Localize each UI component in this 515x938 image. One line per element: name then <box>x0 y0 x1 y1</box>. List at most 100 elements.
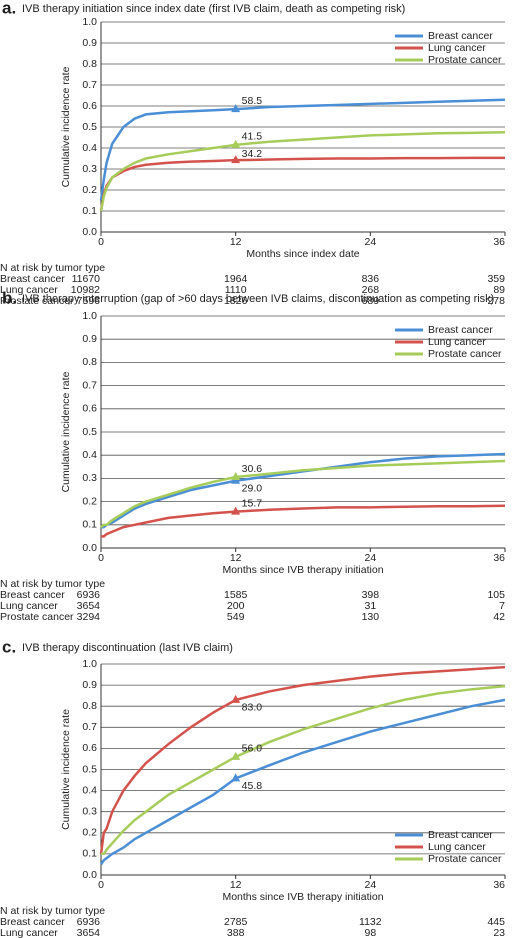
risk-count: 359 <box>487 273 505 285</box>
y-tick-label: 0.1 <box>82 848 97 860</box>
risk-count: 6936 <box>77 916 101 928</box>
risk-count: 89 <box>493 284 505 296</box>
risk-row-name: Prostate cancer <box>0 295 74 307</box>
series-line <box>99 698 506 866</box>
legend-label: Lung cancer <box>428 336 486 348</box>
y-tick-label: 0.4 <box>82 142 97 154</box>
risk-count: 268 <box>362 284 380 296</box>
risk-count: 7 <box>499 600 505 612</box>
x-tick-label: 36 <box>493 552 505 564</box>
y-axis-label: Cumulative incidence rate <box>60 66 72 187</box>
series-line <box>99 98 506 201</box>
marker <box>231 139 241 148</box>
panel: b. IVB therapy interruption (gap of >60 d… <box>0 288 506 623</box>
y-axis-label: Cumulative incidence rate <box>60 709 72 830</box>
risk-count: 42 <box>493 611 505 623</box>
marker-label: 34.2 <box>242 148 263 160</box>
series-line <box>101 452 506 529</box>
y-axis-label: Cumulative incidence rate <box>60 371 72 492</box>
marker-label: 15.7 <box>242 497 263 509</box>
y-tick-label: 0.8 <box>82 356 97 368</box>
risk-row-name: Lung cancer <box>0 927 58 938</box>
y-tick-label: 1.0 <box>82 658 97 670</box>
risk-count: 11670 <box>72 273 101 285</box>
risk-count: 1826 <box>224 295 248 307</box>
y-tick-label: 0.4 <box>82 449 97 461</box>
legend-label: Prostate cancer <box>428 54 502 66</box>
marker-label: 45.8 <box>242 780 263 792</box>
risk-count: 278 <box>487 295 505 307</box>
risk-table-title: N at risk by tumor type <box>0 905 105 917</box>
y-tick-label: 1.0 <box>82 16 97 28</box>
y-tick-label: 0.9 <box>82 333 97 345</box>
risk-count: 130 <box>362 611 380 623</box>
y-tick-label: 0.1 <box>82 519 97 531</box>
marker-label: 56.0 <box>242 743 263 755</box>
panel-label: b. <box>2 288 17 307</box>
series-line <box>100 459 506 529</box>
panel: c. IVB therapy discontinuation (last IVB … <box>0 637 506 938</box>
x-tick-label: 12 <box>230 879 242 891</box>
y-tick-label: 0.4 <box>82 784 97 796</box>
panel-title: IVB therapy interruption (gap of >60 day… <box>22 293 494 305</box>
series-line <box>99 131 506 212</box>
y-tick-label: 0.8 <box>82 700 97 712</box>
risk-count: 445 <box>487 916 505 928</box>
risk-count: 3654 <box>77 600 101 612</box>
x-tick-label: 0 <box>98 236 104 248</box>
y-tick-label: 1.0 <box>82 310 97 322</box>
x-axis-label: Months since IVB therapy initiation <box>222 564 383 576</box>
risk-row-name: Breast cancer <box>0 273 65 285</box>
risk-count: 2785 <box>224 916 248 928</box>
risk-count: 388 <box>227 927 245 938</box>
legend-label: Prostate cancer <box>428 853 502 865</box>
y-tick-label: 0.2 <box>82 827 97 839</box>
panel-title: IVB therapy discontinuation (last IVB cl… <box>22 642 233 654</box>
x-tick-label: 36 <box>493 236 505 248</box>
risk-count: 105 <box>487 589 505 601</box>
series-line <box>99 665 506 855</box>
y-tick-label: 0.2 <box>82 495 97 507</box>
marker-label: 83.0 <box>242 702 263 714</box>
legend-label: Breast cancer <box>428 30 493 42</box>
y-tick-label: 0.6 <box>82 403 97 415</box>
risk-count: 6936 <box>77 589 101 601</box>
panel-label: c. <box>2 637 16 656</box>
legend-label: Lung cancer <box>428 42 486 54</box>
panel: a. IVB therapy initiation since index dat… <box>0 0 506 307</box>
y-tick-label: 0.7 <box>82 721 97 733</box>
y-tick-label: 0.0 <box>82 542 97 554</box>
risk-row-name: Breast cancer <box>0 916 65 928</box>
risk-count: 836 <box>362 273 380 285</box>
y-tick-label: 0.0 <box>82 869 97 881</box>
panel-title: IVB therapy initiation since index date … <box>22 3 405 15</box>
x-tick-label: 36 <box>493 879 505 891</box>
y-tick-label: 0.6 <box>82 100 97 112</box>
risk-table-title: N at risk by tumor type <box>0 262 105 274</box>
risk-count: 3654 <box>77 927 101 938</box>
marker <box>231 472 241 481</box>
y-tick-label: 0.5 <box>82 426 97 438</box>
marker <box>231 104 241 113</box>
marker-label: 58.5 <box>242 95 263 107</box>
risk-count: 23 <box>493 927 505 938</box>
x-tick-label: 24 <box>364 552 376 564</box>
x-axis-label: Months since IVB therapy initiation <box>222 891 383 903</box>
risk-count: 10982 <box>71 284 100 296</box>
risk-count: 98 <box>364 927 376 938</box>
x-tick-label: 12 <box>230 236 242 248</box>
risk-count: 398 <box>362 589 380 601</box>
x-tick-label: 24 <box>364 236 376 248</box>
legend-label: Prostate cancer <box>428 348 502 360</box>
y-tick-label: 0.7 <box>82 379 97 391</box>
x-tick-label: 0 <box>98 879 104 891</box>
y-tick-label: 0.8 <box>82 58 97 70</box>
legend-label: Lung cancer <box>428 841 486 853</box>
marker <box>231 506 241 515</box>
legend-label: Breast cancer <box>428 829 493 841</box>
risk-count: 200 <box>227 600 245 612</box>
x-tick-label: 24 <box>364 879 376 891</box>
y-tick-label: 0.7 <box>82 79 97 91</box>
risk-count: 1585 <box>224 589 248 601</box>
